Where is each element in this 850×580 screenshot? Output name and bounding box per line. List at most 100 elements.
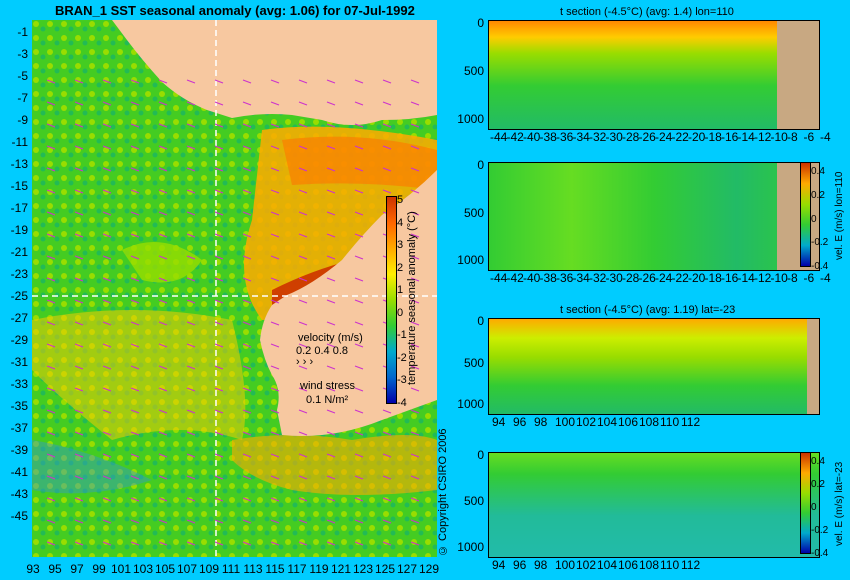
section-plot: [488, 162, 820, 271]
section-x-tick-label: -30: [605, 130, 623, 144]
wind-arrow: [298, 519, 308, 524]
lon-tick-label: 119: [309, 562, 329, 576]
wind-arrow: [102, 211, 112, 216]
wind-arrow: [130, 101, 140, 106]
wind-arrow: [410, 145, 420, 150]
wind-arrow: [410, 211, 420, 216]
wind-arrow: [158, 167, 168, 172]
section-x-tick-label: -40: [523, 130, 541, 144]
lon-tick-label: 129: [418, 562, 440, 576]
temperature-colorbar: [386, 196, 397, 404]
section-x-tick-label: 96: [513, 558, 527, 572]
lon-tick-label: 105: [154, 562, 176, 576]
wind-arrow: [186, 365, 196, 370]
wind-arrow: [242, 519, 252, 524]
wind-arrow: [354, 167, 364, 172]
wind-arrow: [214, 497, 224, 502]
wind-arrow: [130, 497, 140, 502]
wind-arrow: [242, 321, 252, 326]
wind-arrow: [382, 519, 392, 524]
wind-arrow: [242, 365, 252, 370]
colorbar-tick-label: 4: [397, 216, 404, 229]
wind-arrow: [326, 519, 336, 524]
wind-arrow: [158, 453, 168, 458]
wind-arrow: [46, 123, 56, 128]
section-plot: [488, 20, 820, 130]
velocity-colorbar-tick: 0.4: [811, 166, 825, 177]
wind-arrow: [410, 321, 420, 326]
section-x-tick-label: -14: [737, 271, 755, 285]
wind-arrow: [46, 387, 56, 392]
wind-arrow: [130, 431, 140, 436]
wind-arrow: [102, 409, 112, 414]
lat-tick-label: -27: [10, 311, 28, 325]
wind-arrow: [46, 167, 56, 172]
velocity-colorbar: [800, 452, 811, 554]
lat-tick-label: -15: [10, 179, 28, 193]
wind-arrow: [102, 123, 112, 128]
section-x-tick-label: 112: [681, 415, 701, 429]
wind-arrow: [130, 145, 140, 150]
wind-arrow: [74, 343, 84, 348]
wind-arrow: [354, 343, 364, 348]
depth-tick-label: 0: [477, 158, 484, 172]
wind-arrow: [102, 497, 112, 502]
section-x-tick-label: -36: [556, 130, 574, 144]
wind-arrow: [158, 365, 168, 370]
wind-arrow: [74, 475, 84, 480]
wind-arrow: [382, 123, 392, 128]
lon-tick-label: 127: [396, 562, 418, 576]
section-x-tick-label: -20: [688, 271, 706, 285]
velocity-colorbar-tick: -0.4: [811, 548, 829, 559]
section-x-tick-label: 94: [492, 558, 506, 572]
section-x-tick-label: -42: [506, 130, 524, 144]
wind-arrow: [326, 79, 336, 84]
wind-arrow: [186, 343, 196, 348]
wind-arrow: [102, 365, 112, 370]
colorbar-tick-label: 5: [397, 194, 404, 206]
wind-arrow: [242, 453, 252, 458]
wind-arrow: [214, 233, 224, 238]
wind-arrow: [46, 497, 56, 502]
wind-arrow: [382, 497, 392, 502]
wind-arrow: [270, 145, 280, 150]
wind-arrow: [410, 233, 420, 238]
wind-arrow: [270, 409, 280, 414]
land-mask: [777, 21, 819, 129]
section-x-tick-label: -22: [671, 130, 689, 144]
wind-arrow: [410, 541, 420, 546]
lat-tick-label: -29: [10, 333, 28, 347]
wind-arrow: [242, 101, 252, 106]
section-x-tick-label: 102: [576, 415, 597, 429]
wind-arrow: [354, 365, 364, 370]
wind-arrow: [102, 101, 112, 106]
wind-arrow: [242, 541, 252, 546]
section-x-tick-label: -38: [539, 130, 557, 144]
wind-arrow: [46, 79, 56, 84]
wind-arrow: [46, 145, 56, 150]
wind-arrow: [242, 167, 252, 172]
lon-tick-label: 117: [287, 562, 307, 576]
wind-arrow: [298, 299, 308, 304]
wind-arrow: [46, 211, 56, 216]
wind-arrow: [74, 145, 84, 150]
wind-arrow: [298, 277, 308, 282]
velocity-colorbar-tick: -0.2: [811, 237, 829, 249]
wind-arrow: [214, 189, 224, 194]
section-x-tick-label: 104: [597, 558, 618, 572]
wind-arrow: [298, 497, 308, 502]
lon-tick-label: 95: [48, 562, 62, 576]
section-x-tick-label: -34: [572, 130, 590, 144]
wind-arrow: [410, 123, 420, 128]
wind-arrow: [158, 123, 168, 128]
wind-arrow: [102, 541, 112, 546]
wind-arrow: [186, 167, 196, 172]
velocity-colorbar-tick: 0.2: [811, 189, 825, 201]
wind-arrow: [382, 189, 392, 194]
section-x-tick-label: -22: [671, 271, 689, 285]
lat-tick-label: -39: [10, 443, 28, 457]
section-x-tick-label: 104: [597, 415, 618, 429]
wind-arrow: [242, 189, 252, 194]
wind-arrow: [270, 387, 280, 392]
wind-arrow: [186, 453, 196, 458]
